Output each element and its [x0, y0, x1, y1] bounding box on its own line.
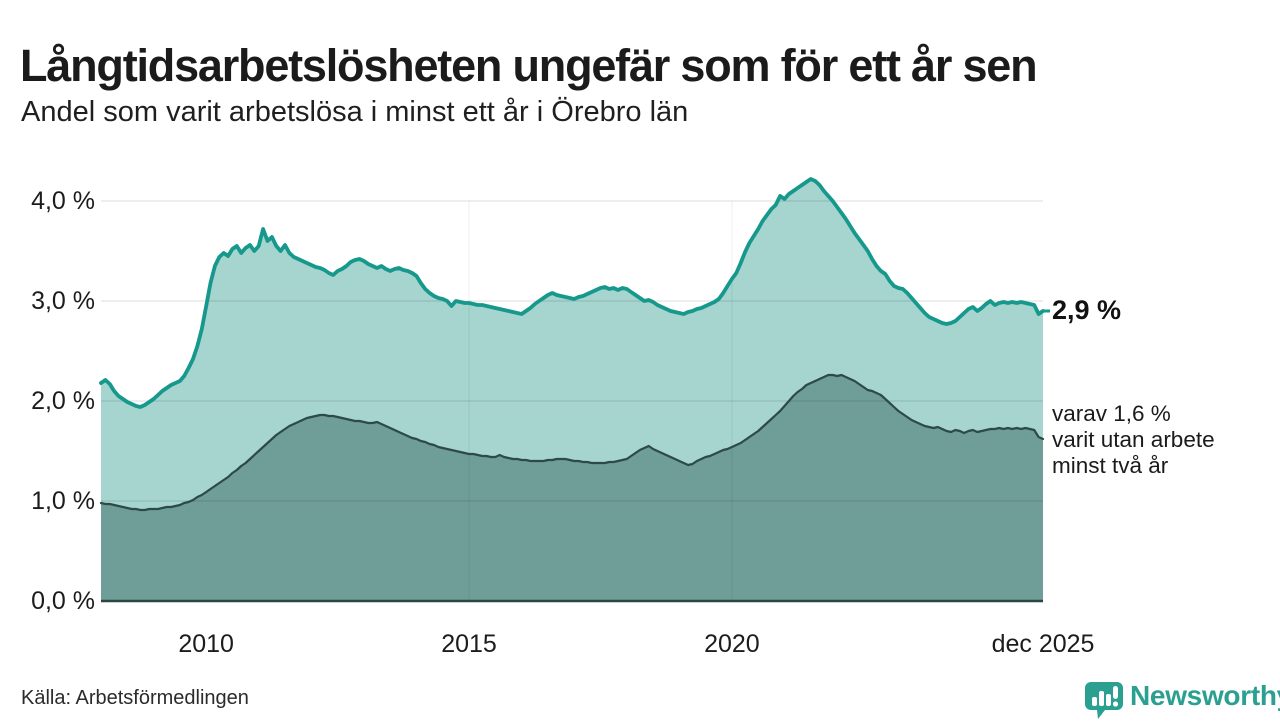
x-axis-tick-label: 2015 [441, 630, 497, 658]
secondary-annotation: varav 1,6 % varit utan arbete minst två … [1052, 401, 1215, 479]
newsworthy-logo: Newsworthy [1083, 678, 1280, 720]
page-title: Långtidsarbetslösheten ungefär som för e… [20, 40, 1038, 92]
chart-subtitle: Andel som varit arbetslösa i minst ett å… [21, 96, 689, 128]
x-axis-tick-label: dec 2025 [991, 630, 1095, 658]
secondary-annotation-line: varit utan arbete [1052, 427, 1215, 452]
y-axis-tick-label: 2,0 % [31, 387, 95, 415]
end-value-annotation: 2,9 % [1052, 295, 1122, 325]
area-fill-2yr [101, 375, 1043, 601]
y-axis-tick-label: 0,0 % [31, 587, 95, 615]
secondary-annotation-line: varav 1,6 % [1052, 401, 1171, 426]
newsworthy-logo-icon [1085, 682, 1123, 719]
y-axis-tick-label: 1,0 % [31, 487, 95, 515]
x-axis-tick-label: 2010 [178, 630, 234, 658]
line-2yr [99, 373, 1045, 512]
y-axis-tick-label: 3,0 % [31, 287, 95, 315]
y-axis-tick-label: 4,0 % [31, 187, 95, 215]
line-1yr [99, 177, 1045, 409]
newsworthy-logo-text: Newsworthy [1130, 680, 1280, 711]
source-attribution: Källa: Arbetsförmedlingen [21, 687, 249, 709]
secondary-annotation-line: minst två år [1052, 453, 1169, 478]
x-axis-tick-label: 2020 [704, 630, 760, 658]
